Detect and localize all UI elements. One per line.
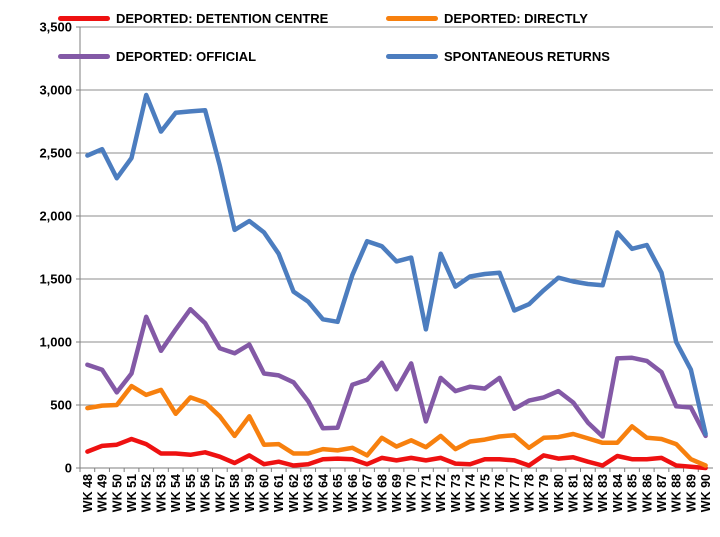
x-tick-label: WK 87 xyxy=(655,474,669,512)
x-tick-label: WK 85 xyxy=(626,474,640,512)
y-tick-label: 500 xyxy=(50,398,72,413)
legend-swatch-directly xyxy=(386,16,438,21)
x-tick-label: WK 60 xyxy=(258,474,272,512)
series-line-deported-official xyxy=(85,306,708,439)
x-tick-label: WK 68 xyxy=(375,474,389,512)
x-tick-label: WK 77 xyxy=(508,474,522,512)
x-tick-label: WK 49 xyxy=(96,474,110,512)
y-tick-label: 0 xyxy=(65,461,72,476)
gridlines xyxy=(80,26,713,406)
legend-item-detention-centre: DEPORTED: DETENTION CENTRE xyxy=(58,11,328,26)
x-tick-label: WK 64 xyxy=(316,474,330,512)
legend-swatch-spontaneous-returns xyxy=(386,54,438,59)
x-tick-label: WK 66 xyxy=(346,474,360,512)
series-line-deported-detention-centre xyxy=(85,436,708,471)
y-tick-label: 2,000 xyxy=(39,209,72,224)
x-tick-label: WK 78 xyxy=(522,474,536,512)
x-tick-label: WK 53 xyxy=(154,474,168,512)
x-tick-label: WK 57 xyxy=(213,474,227,512)
legend-label-official: DEPORTED: OFFICIAL xyxy=(116,49,257,64)
y-tick-label: 2,500 xyxy=(39,146,72,161)
x-tick-label: WK 88 xyxy=(670,474,684,512)
x-tick-label: WK 56 xyxy=(199,474,213,512)
y-axis: 0 500 1,000 1,500 2,000 2,500 3,000 3,500 xyxy=(39,20,81,476)
y-tick-label: 1,500 xyxy=(39,272,72,287)
x-tick-label: WK 76 xyxy=(493,474,507,512)
x-tick-label: WK 89 xyxy=(684,474,698,512)
y-tick-label: 3,000 xyxy=(39,83,72,98)
x-tick-label: WK 51 xyxy=(125,474,139,512)
x-tick-label: WK 83 xyxy=(596,474,610,512)
x-tick-label: WK 69 xyxy=(390,474,404,512)
x-tick-label: WK 59 xyxy=(243,474,257,512)
x-tick-label: WK 82 xyxy=(581,474,595,512)
x-tick-label: WK 84 xyxy=(611,474,625,512)
legend-label-directly: DEPORTED: DIRECTLY xyxy=(444,11,588,26)
legend-label-spontaneous-returns: SPONTANEOUS RETURNS xyxy=(444,49,610,64)
legend-item-directly: DEPORTED: DIRECTLY xyxy=(386,11,588,26)
x-tick-label: WK 72 xyxy=(434,474,448,512)
x-tick-label: WK 75 xyxy=(478,474,492,512)
x-tick-label: WK 81 xyxy=(567,474,581,512)
x-tick-label: WK 61 xyxy=(272,474,286,512)
x-tick-label: WK 62 xyxy=(287,474,301,512)
y-tick-label: 3,500 xyxy=(39,20,72,35)
series-line-deported-directly xyxy=(85,383,708,468)
legend-label-detention-centre: DEPORTED: DETENTION CENTRE xyxy=(116,11,329,26)
x-tick-label: WK 80 xyxy=(552,474,566,512)
x-tick-label: WK 90 xyxy=(699,474,713,512)
legend-swatch-detention-centre xyxy=(58,16,110,21)
x-tick-label: WK 52 xyxy=(140,474,154,512)
x-tick-label: WK 79 xyxy=(537,474,551,512)
y-tick-label: 1,000 xyxy=(39,335,72,350)
legend-item-official: DEPORTED: OFFICIAL xyxy=(58,49,256,64)
series-line-spontaneous-returns xyxy=(85,92,708,437)
x-tick-label: WK 65 xyxy=(331,474,345,512)
x-tick-label: WK 67 xyxy=(361,474,375,512)
x-tick-label: WK 48 xyxy=(81,474,95,512)
x-tick-label: WK 71 xyxy=(419,474,433,512)
x-tick-label: WK 54 xyxy=(169,474,183,512)
x-tick-label: WK 73 xyxy=(449,474,463,512)
x-tick-label: WK 58 xyxy=(228,474,242,512)
legend-swatch-official xyxy=(58,54,110,59)
x-tick-label: WK 86 xyxy=(640,474,654,512)
x-tick-label: WK 70 xyxy=(405,474,419,512)
x-tick-label: WK 55 xyxy=(184,474,198,512)
x-tick-label: WK 63 xyxy=(302,474,316,512)
x-tick-label: WK 50 xyxy=(110,474,124,512)
legend-item-spontaneous-returns: SPONTANEOUS RETURNS xyxy=(386,49,610,64)
series-layer xyxy=(85,92,708,471)
x-tick-label: WK 74 xyxy=(464,474,478,512)
x-axis: WK 48 WK 49 WK 50 WK 51 WK 52 WK 53 WK 54 WK 55… xyxy=(79,467,713,512)
